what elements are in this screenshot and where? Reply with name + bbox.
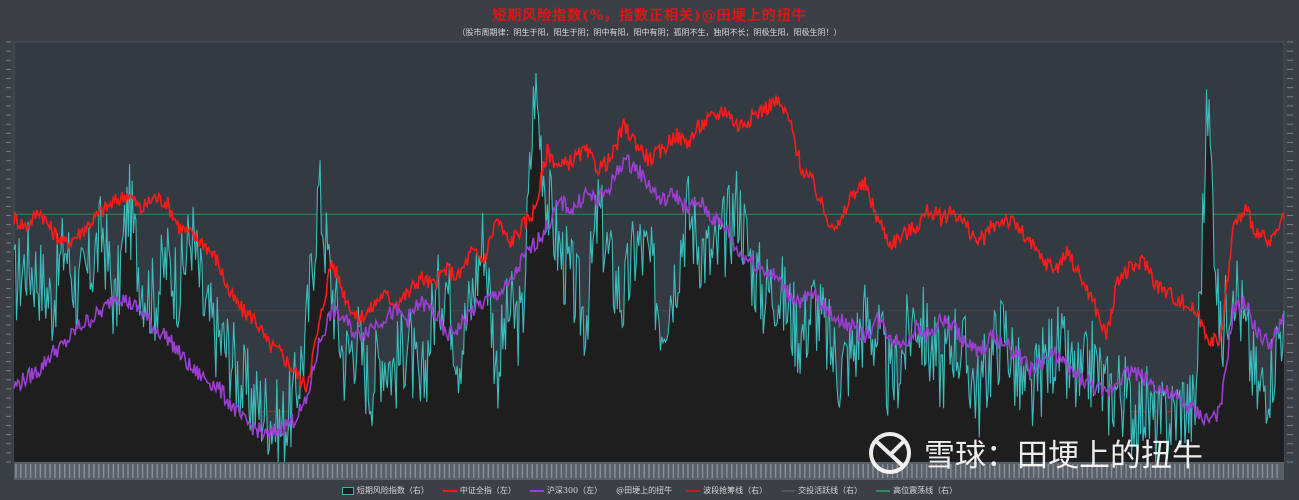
legend-swatch bbox=[529, 489, 544, 492]
series-area-0 bbox=[14, 73, 1284, 462]
legend-item: 中证全指（左） bbox=[442, 485, 516, 496]
legend-label: 波段抢筹线（右） bbox=[703, 486, 768, 495]
series-line-1 bbox=[13, 95, 1285, 393]
x-axis-band bbox=[14, 462, 1284, 480]
legend-item: 高位震荡线（右） bbox=[876, 485, 957, 496]
legend-swatch bbox=[876, 489, 891, 492]
legend-label: 交投活跃线（右） bbox=[798, 486, 863, 495]
series-line-0 bbox=[13, 72, 1285, 463]
legend-item: 沪深300（左） bbox=[529, 485, 603, 496]
watermark-text: 雪球：田埂上的扭牛 bbox=[924, 438, 1203, 474]
snowball-logo-icon bbox=[869, 431, 911, 474]
legend: 短期风险指数（右） 中证全指（左） 沪深300（左） @田埂上的扭牛 波段抢筹线（右） 交… bbox=[0, 485, 1299, 496]
series-line-2 bbox=[13, 153, 1285, 441]
legend-item: 交投活跃线（右） bbox=[781, 485, 862, 496]
legend-swatch bbox=[686, 489, 701, 492]
left-axis bbox=[6, 41, 11, 463]
watermark: 雪球：田埂上的扭牛 bbox=[868, 430, 1203, 475]
legend-item: 短期风险指数（右） bbox=[341, 485, 429, 496]
chart-title: 短期风险指数(%，指数正相关)@田埂上的扭牛 bbox=[492, 8, 807, 24]
right-axis bbox=[1287, 41, 1293, 463]
legend-swatch bbox=[781, 489, 796, 492]
legend-swatch bbox=[341, 486, 354, 495]
legend-swatch bbox=[442, 489, 457, 492]
legend-label: 中证全指（左） bbox=[459, 486, 516, 495]
chart-subtitle: （股市周期律：阴生于阳，阳生于阴；阴中有阳，阳中有阴；孤阴不生，独阳不长；阴极生… bbox=[457, 28, 842, 37]
legend-label: 沪深300（左） bbox=[546, 486, 603, 495]
legend-item: 波段抢筹线（右） bbox=[686, 485, 767, 496]
legend-label: 短期风险指数（右） bbox=[356, 486, 429, 495]
legend-label: @田埂上的扭牛 bbox=[616, 486, 673, 495]
legend-label: 高位震荡线（右） bbox=[893, 486, 958, 495]
legend-item: @田埂上的扭牛 bbox=[616, 485, 672, 496]
